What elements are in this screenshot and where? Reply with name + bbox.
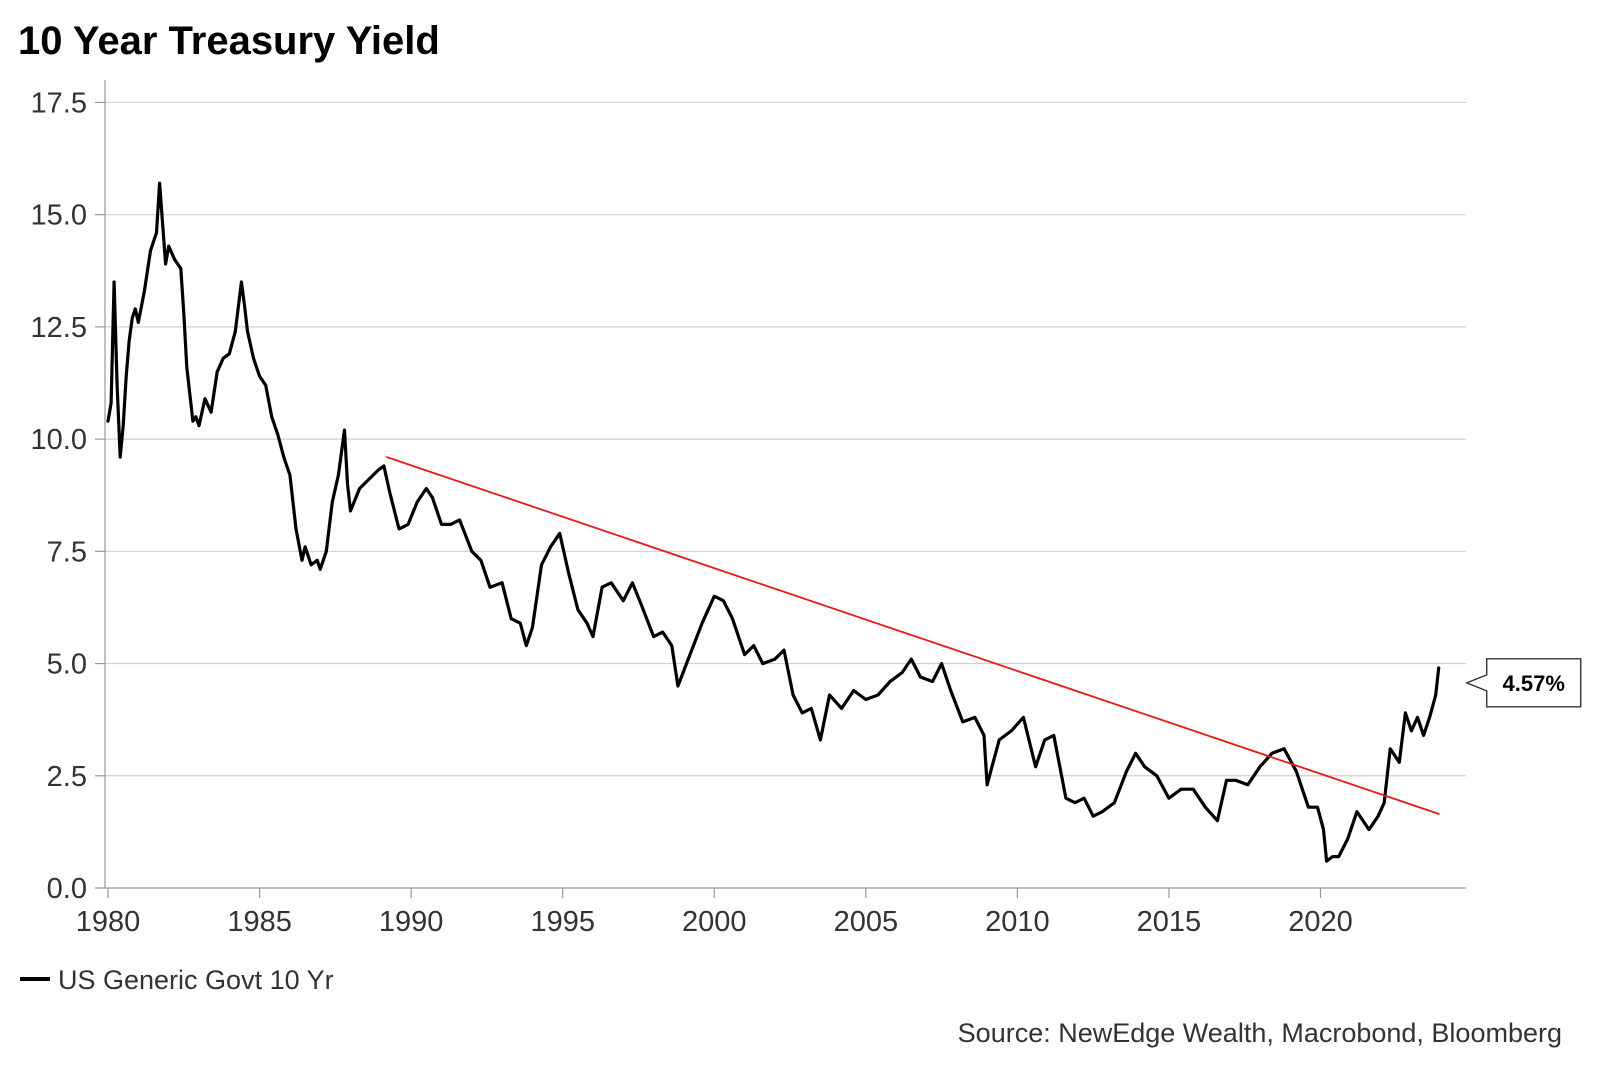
legend: US Generic Govt 10 Yr [20, 965, 334, 995]
series-layer [106, 181, 1441, 863]
x-tick-label: 2000 [682, 906, 747, 938]
x-tick-label: 1990 [379, 906, 444, 938]
source-note: Source: NewEdge Wealth, Macrobond, Bloom… [958, 1018, 1562, 1048]
y-axis-ticks: 0.0 2.5 5.0 7.5 10.0 12.5 15.0 17.5 [31, 87, 105, 905]
legend-label: US Generic Govt 10 Yr [58, 965, 334, 995]
y-tick-label: 0.0 [47, 873, 87, 905]
y-tick-label: 2.5 [47, 761, 87, 793]
x-axis-ticks: 1980 1985 1990 1995 2000 2005 2010 2015 2020 [76, 888, 1353, 938]
y-tick-label: 17.5 [31, 87, 87, 119]
trend-line [385, 456, 1440, 815]
y-tick-label: 5.0 [47, 649, 87, 681]
y-tick-label: 7.5 [47, 536, 87, 568]
y-tick-label: 15.0 [31, 200, 87, 232]
y-tick-label: 10.0 [31, 424, 87, 456]
x-tick-label: 2010 [985, 906, 1050, 938]
x-tick-label: 2005 [834, 906, 899, 938]
x-tick-label: 2015 [1137, 906, 1202, 938]
x-tick-label: 2020 [1288, 906, 1353, 938]
grid-lines [105, 101, 1466, 777]
callout-box [1464, 658, 1582, 708]
chart-title: 10 Year Treasury Yield [18, 19, 440, 63]
x-tick-label: 1995 [530, 906, 595, 938]
callout-label: 4.57% [1503, 671, 1565, 696]
annotation-layer: 4.57% [1464, 658, 1582, 708]
y-tick-label: 12.5 [31, 312, 87, 344]
x-tick-label: 1980 [76, 906, 141, 938]
x-tick-label: 1985 [227, 906, 292, 938]
series-line-us-10yr [106, 181, 1441, 863]
